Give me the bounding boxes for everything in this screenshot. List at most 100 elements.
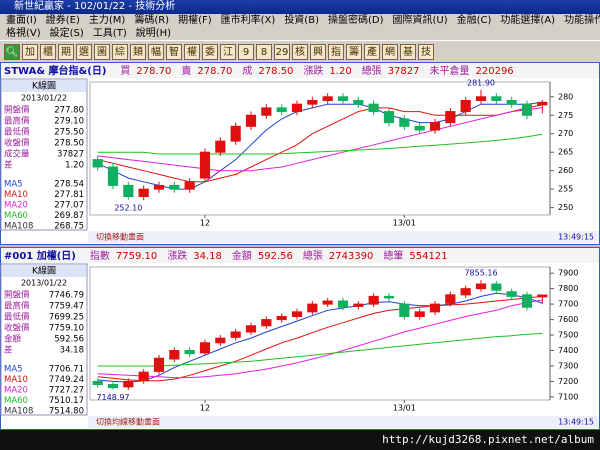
quote-label: 漲跌 — [303, 64, 323, 77]
info-title: K線圖 — [32, 80, 56, 92]
y-tick-label: 250 — [558, 203, 573, 212]
info-label: 最高價 — [4, 301, 30, 312]
tool-button[interactable]: 選 — [76, 43, 92, 60]
menu-item[interactable]: 說明(H) — [135, 28, 172, 39]
menu-item[interactable]: 設定(S) — [49, 28, 84, 39]
ma-value: 7727.27 — [49, 386, 84, 396]
plot-area — [89, 81, 551, 216]
window-title: 新世紀贏家 - 102/01/22 - 技術分析 — [14, 1, 176, 12]
menu-item[interactable]: 工具(T) — [92, 28, 127, 39]
menu-bar: 畫面(I) 證券(E) 主力(M) 籌碼(R) 期權(F) 匯市利率(X) 投資(B) 操盤密… — [0, 14, 600, 40]
candle-body — [506, 99, 517, 105]
y-tick-label: 265 — [558, 148, 573, 157]
info-label: 成交量 — [4, 149, 30, 160]
tool-button[interactable]: 產 — [364, 43, 380, 60]
tool-button[interactable]: 加 — [22, 43, 38, 60]
info-value: 37827 — [57, 150, 84, 160]
menu-item[interactable]: 功能操作(F) — [564, 15, 600, 26]
y-tick-label: 7100 — [558, 392, 578, 401]
y-tick-label: 275 — [558, 111, 573, 120]
ma-value: 7706.71 — [49, 365, 84, 375]
tool-button[interactable]: 幅 — [148, 43, 164, 60]
status-time: 13:49:15 — [558, 418, 594, 427]
candle-body — [291, 103, 303, 113]
tool-button[interactable]: 興 — [310, 43, 326, 60]
tool-button[interactable]: 籌 — [346, 43, 362, 60]
tool-button[interactable]: 權 — [184, 43, 200, 60]
x-tick-label: 12 — [200, 219, 210, 228]
tool-button[interactable]: 櫃 — [40, 43, 56, 60]
menu-item[interactable]: 國際資訊(U) — [392, 15, 448, 26]
quote-value: 34.18 — [193, 251, 222, 262]
info-panel — [0, 263, 88, 416]
ma-label: MA108 — [4, 222, 33, 232]
ma-label: MA5 — [4, 180, 23, 190]
info-value: 7746.79 — [49, 291, 84, 301]
menu-item[interactable]: 期權(F) — [178, 15, 212, 26]
info-label: 最高價 — [4, 116, 30, 127]
candle-body — [276, 315, 287, 321]
status-text: 切換均線移動畫面 — [96, 417, 160, 427]
candle-body — [383, 111, 395, 124]
menu-item[interactable]: 功能選擇(A) — [500, 15, 556, 26]
tool-button[interactable]: 核 — [292, 43, 308, 60]
menu-item[interactable]: 金融(C) — [456, 15, 492, 26]
annotation: 7855.16 — [464, 269, 497, 278]
menu-item[interactable]: 格視(V) — [6, 28, 41, 39]
tool-button[interactable]: 9 — [238, 43, 254, 60]
candle-body — [261, 319, 272, 327]
ma-label: MA60 — [4, 211, 28, 221]
tool-button[interactable]: 基 — [400, 43, 416, 60]
menu-item[interactable]: 匯市利率(X) — [220, 15, 276, 26]
ma-label: MA5 — [4, 365, 23, 375]
quote-label: 總張 — [303, 249, 323, 262]
tool-button[interactable]: 期 — [58, 43, 74, 60]
ma-value: 268.75 — [54, 222, 84, 232]
status-time: 13:49:15 — [558, 233, 594, 242]
info-value: 279.10 — [54, 117, 84, 127]
info-label: 收盤價 — [4, 138, 30, 149]
tool-button[interactable]: 圖 — [94, 43, 110, 60]
candle-body — [353, 303, 364, 307]
menu-item[interactable]: 證券(E) — [45, 15, 80, 26]
tool-button[interactable]: 綜 — [112, 43, 128, 60]
candle-body — [445, 294, 456, 304]
tool-button[interactable]: 技 — [418, 43, 434, 60]
tool-button[interactable]: 江 — [220, 43, 236, 60]
quote-value: 278.70 — [136, 66, 171, 77]
menu-item[interactable]: 主力(M) — [88, 15, 126, 26]
tool-button[interactable]: 29 — [274, 43, 290, 60]
tool-button[interactable]: 委 — [202, 43, 218, 60]
quote-value: 1.20 — [329, 66, 351, 77]
ma-label: MA20 — [4, 386, 28, 396]
quote-label: 賣 — [181, 64, 191, 77]
candle-body — [92, 159, 103, 168]
search-button[interactable]: 🔍︎ — [4, 43, 20, 60]
quote-value: 592.56 — [258, 251, 293, 262]
status-bar — [88, 416, 599, 428]
candle-body — [184, 181, 195, 190]
menu-item[interactable]: 操盤密碼(D) — [327, 15, 384, 26]
tool-button[interactable]: 8 — [256, 43, 272, 60]
info-value: 34.18 — [60, 346, 84, 356]
candle-body — [506, 291, 517, 297]
ma-line — [97, 296, 543, 382]
info-value: 7759.47 — [49, 302, 84, 312]
footer: http://kujd3268.pixnet.net/album — [0, 430, 600, 450]
y-tick-label: 7300 — [558, 361, 578, 370]
info-label: 最低價 — [4, 127, 30, 138]
candle-body — [92, 380, 103, 386]
tool-button[interactable]: 網 — [382, 43, 398, 60]
quote-label: 總張 — [362, 64, 382, 77]
y-tick-label: 270 — [558, 129, 573, 138]
chart-title: STWA& 摩台指&(日) — [4, 64, 106, 77]
candle-body — [230, 331, 241, 338]
menu-item[interactable]: 投資(B) — [284, 15, 319, 26]
menu-item[interactable]: 畫面(I) — [6, 15, 37, 26]
menu-item[interactable]: 籌碼(R) — [134, 15, 170, 26]
tool-button[interactable]: 指 — [328, 43, 344, 60]
info-label: 開盤價 — [4, 290, 30, 301]
tool-button[interactable]: 智 — [166, 43, 182, 60]
tool-button[interactable]: 類 — [130, 43, 146, 60]
candle-body — [429, 303, 441, 313]
